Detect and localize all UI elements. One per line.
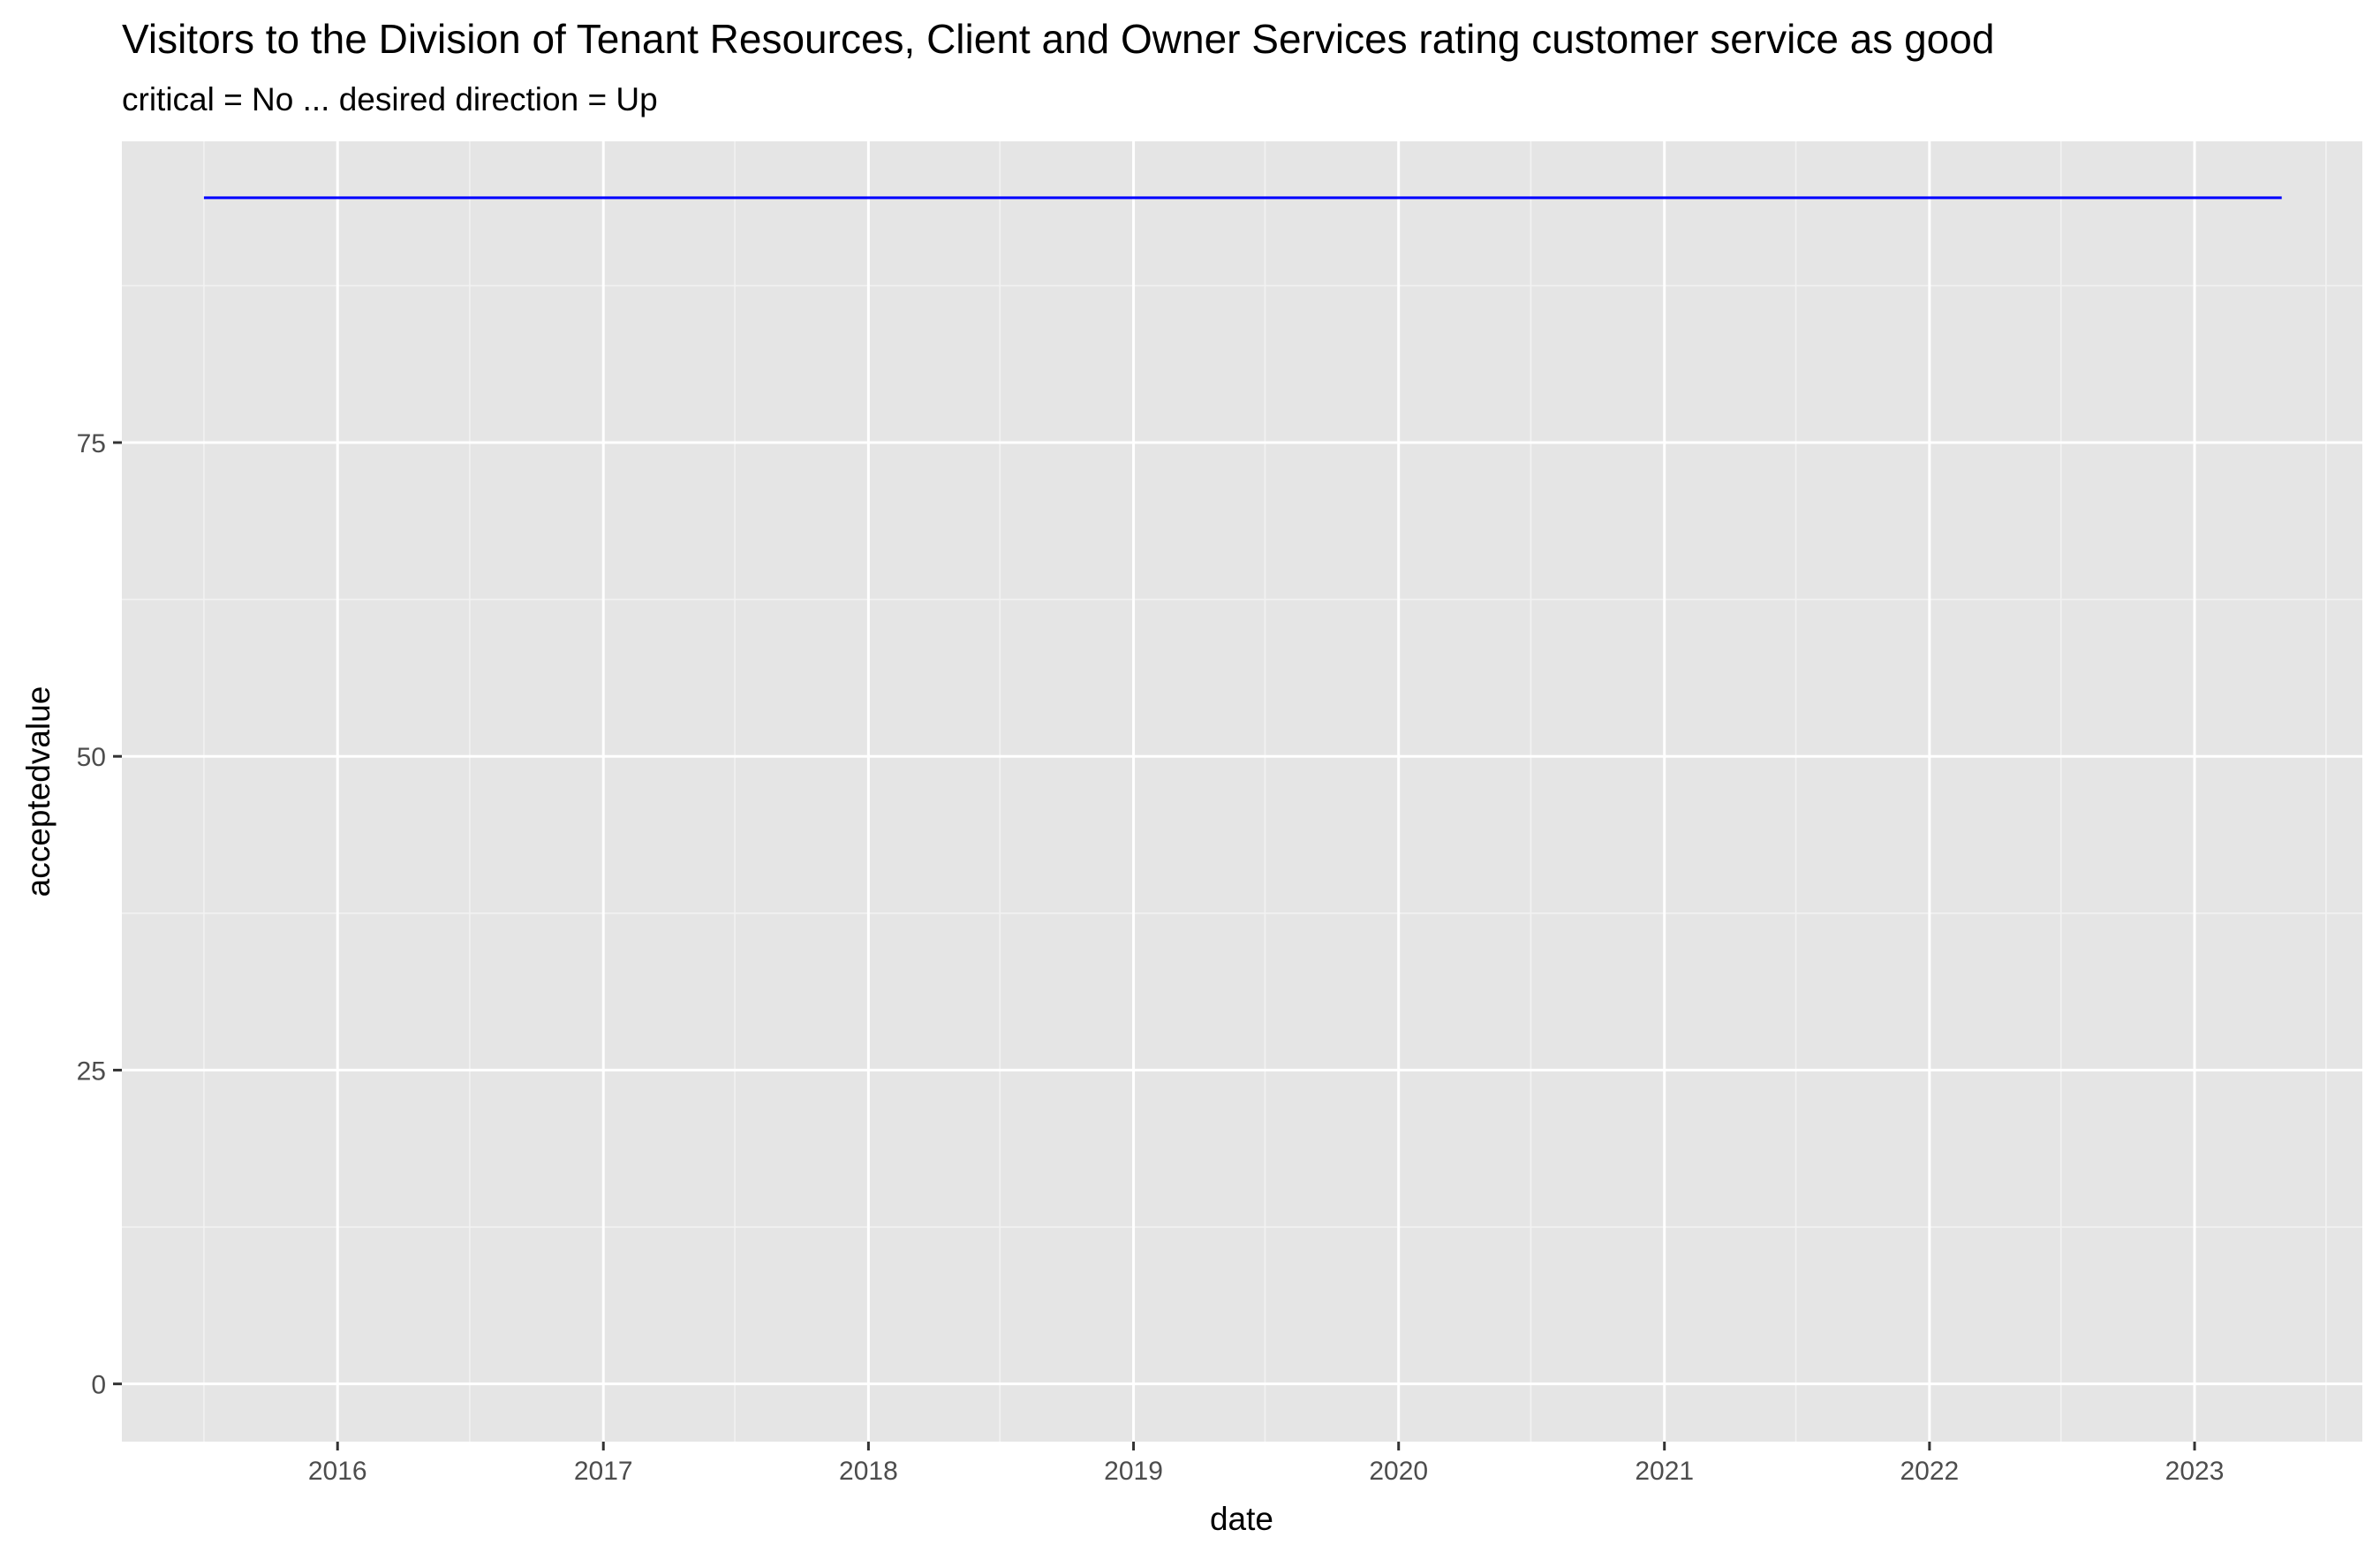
x-tick-label: 2020 — [1369, 1457, 1428, 1486]
y-tick-label: 75 — [77, 429, 106, 458]
y-axis: 0 25 50 75 — [77, 429, 122, 1400]
y-tick-label: 25 — [77, 1056, 106, 1086]
x-tick-label: 2018 — [839, 1457, 898, 1486]
x-axis: 2016 2017 2018 2019 2020 2021 2022 2023 — [308, 1442, 2225, 1486]
y-axis-title: acceptedvalue — [20, 686, 57, 897]
x-tick-label: 2022 — [1900, 1457, 1959, 1486]
x-axis-title: date — [1210, 1501, 1273, 1537]
plot-panel — [122, 141, 2362, 1442]
y-tick-label: 50 — [77, 743, 106, 772]
x-tick-label: 2016 — [308, 1457, 367, 1486]
x-tick-label: 2023 — [2165, 1457, 2225, 1486]
major-gridlines — [122, 141, 2362, 1442]
x-tick-label: 2019 — [1104, 1457, 1163, 1486]
chart-title: Visitors to the Division of Tenant Resou… — [122, 16, 1994, 62]
minor-gridlines — [122, 141, 2362, 1442]
x-tick-label: 2017 — [574, 1457, 633, 1486]
x-tick-label: 2021 — [1635, 1457, 1694, 1486]
y-tick-label: 0 — [91, 1371, 106, 1400]
chart-subtitle: critical = No ... desired direction = Up — [122, 81, 658, 117]
